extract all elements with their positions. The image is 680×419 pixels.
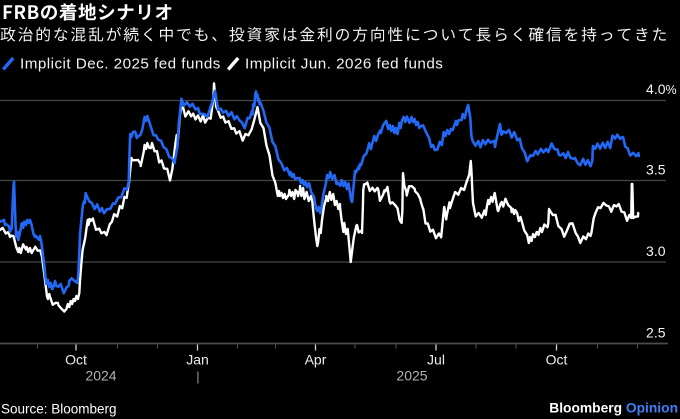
svg-text:Oct: Oct: [65, 352, 87, 368]
svg-text:Jul: Jul: [427, 352, 445, 368]
svg-text:|: |: [196, 369, 199, 384]
svg-text:2025: 2025: [396, 368, 427, 384]
svg-text:Implicit Jun. 2026 fed funds: Implicit Jun. 2026 fed funds: [245, 55, 443, 72]
svg-text:Apr: Apr: [305, 352, 327, 368]
svg-text:2.5: 2.5: [646, 325, 666, 341]
svg-text:Oct: Oct: [546, 352, 568, 368]
svg-text:Jan: Jan: [186, 352, 209, 368]
svg-text:%: %: [666, 83, 677, 97]
svg-text:Implicit Dec. 2025 fed funds: Implicit Dec. 2025 fed funds: [20, 55, 221, 72]
svg-text:Source: Bloomberg: Source: Bloomberg: [1, 402, 117, 417]
svg-text:3.0: 3.0: [646, 243, 666, 259]
svg-text:3.5: 3.5: [646, 162, 666, 178]
svg-text:Bloomberg Opinion: Bloomberg Opinion: [549, 401, 678, 416]
svg-text:2024: 2024: [85, 368, 116, 384]
svg-text:4.0: 4.0: [646, 81, 666, 97]
